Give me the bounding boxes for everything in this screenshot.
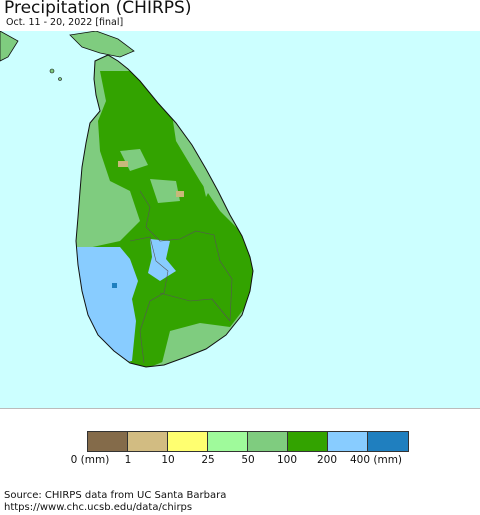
map-title: Precipitation (CHIRPS)	[4, 0, 192, 18]
india-coast	[0, 31, 19, 62]
legend-colorbar	[87, 431, 409, 452]
small-island	[49, 68, 55, 74]
legend-swatch	[208, 432, 248, 451]
legend-tick: 400 (mm)	[349, 454, 403, 466]
legend-tick: 100	[276, 454, 298, 466]
band-50-100-patch-east	[200, 171, 214, 197]
band-50-100-patch-central	[150, 179, 180, 203]
band-400-plus-speck	[112, 283, 117, 288]
ocean	[0, 31, 480, 409]
band-50-100-patch-north	[120, 149, 148, 171]
source-url: https://www.chc.ucsb.edu/data/chirps	[4, 502, 193, 513]
province-boundary-2	[129, 236, 169, 364]
legend-swatch	[248, 432, 288, 451]
band-100-200-region	[76, 71, 253, 367]
legend-tick: 200	[316, 454, 338, 466]
legend-tick: 1	[124, 454, 132, 466]
band-1-10-patch-a	[118, 161, 128, 167]
legend-swatch	[368, 432, 408, 451]
legend-swatch	[328, 432, 368, 451]
province-boundary-3	[159, 292, 231, 322]
legend-swatch	[288, 432, 328, 451]
legend-tick: 50	[241, 454, 255, 466]
legend-tick: 10	[161, 454, 175, 466]
legend-swatch	[128, 432, 168, 451]
band-200-400-central	[148, 239, 176, 281]
jaffna-peninsula	[69, 31, 135, 58]
province-boundary-1	[139, 190, 233, 322]
legend-tick: 25	[201, 454, 215, 466]
map-subtitle: Oct. 11 - 20, 2022 [final]	[6, 17, 124, 28]
legend-swatch	[88, 432, 128, 451]
band-200-400-southwest	[76, 247, 138, 361]
band-1-10-patch-b	[176, 191, 184, 197]
source-credit: Source: CHIRPS data from UC Santa Barbar…	[4, 490, 227, 501]
island-coastline	[75, 54, 254, 368]
legend-swatch	[168, 432, 208, 451]
legend-tick: 0 (mm)	[70, 454, 110, 466]
small-island	[58, 77, 62, 81]
precipitation-map	[0, 31, 480, 409]
